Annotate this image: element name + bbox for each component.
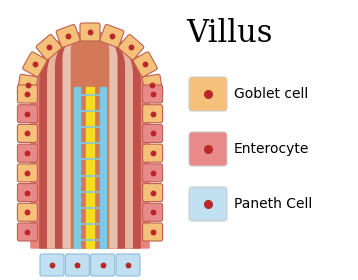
FancyBboxPatch shape <box>116 254 140 276</box>
FancyBboxPatch shape <box>18 124 38 143</box>
FancyBboxPatch shape <box>18 144 38 162</box>
Text: Villus: Villus <box>187 18 273 49</box>
Polygon shape <box>48 32 132 248</box>
FancyBboxPatch shape <box>189 187 227 221</box>
FancyBboxPatch shape <box>18 164 38 182</box>
FancyBboxPatch shape <box>18 105 38 123</box>
Polygon shape <box>40 32 140 248</box>
Polygon shape <box>63 32 117 248</box>
FancyBboxPatch shape <box>18 223 38 241</box>
FancyBboxPatch shape <box>91 254 115 276</box>
FancyBboxPatch shape <box>56 25 80 47</box>
Polygon shape <box>55 32 124 248</box>
FancyBboxPatch shape <box>142 74 163 96</box>
FancyBboxPatch shape <box>17 74 38 96</box>
Polygon shape <box>31 32 149 248</box>
Polygon shape <box>73 87 80 248</box>
FancyBboxPatch shape <box>36 34 62 60</box>
FancyBboxPatch shape <box>142 144 163 162</box>
Text: Enterocyte: Enterocyte <box>234 142 309 156</box>
FancyBboxPatch shape <box>142 184 163 202</box>
FancyBboxPatch shape <box>142 124 163 143</box>
Polygon shape <box>86 87 94 248</box>
FancyBboxPatch shape <box>100 25 124 47</box>
FancyBboxPatch shape <box>18 203 38 221</box>
FancyBboxPatch shape <box>23 52 47 77</box>
FancyBboxPatch shape <box>18 184 38 202</box>
FancyBboxPatch shape <box>142 164 163 182</box>
FancyBboxPatch shape <box>142 203 163 221</box>
FancyBboxPatch shape <box>40 254 64 276</box>
FancyBboxPatch shape <box>80 23 100 41</box>
FancyBboxPatch shape <box>18 85 38 103</box>
Text: Goblet cell: Goblet cell <box>234 87 308 101</box>
FancyBboxPatch shape <box>189 132 227 166</box>
FancyBboxPatch shape <box>142 105 163 123</box>
FancyBboxPatch shape <box>118 34 144 60</box>
Polygon shape <box>100 87 106 248</box>
FancyBboxPatch shape <box>142 85 163 103</box>
FancyBboxPatch shape <box>189 77 227 111</box>
FancyBboxPatch shape <box>65 254 90 276</box>
FancyBboxPatch shape <box>133 52 157 77</box>
Text: Paneth Cell: Paneth Cell <box>234 197 312 211</box>
Polygon shape <box>71 32 108 248</box>
FancyBboxPatch shape <box>142 223 163 241</box>
